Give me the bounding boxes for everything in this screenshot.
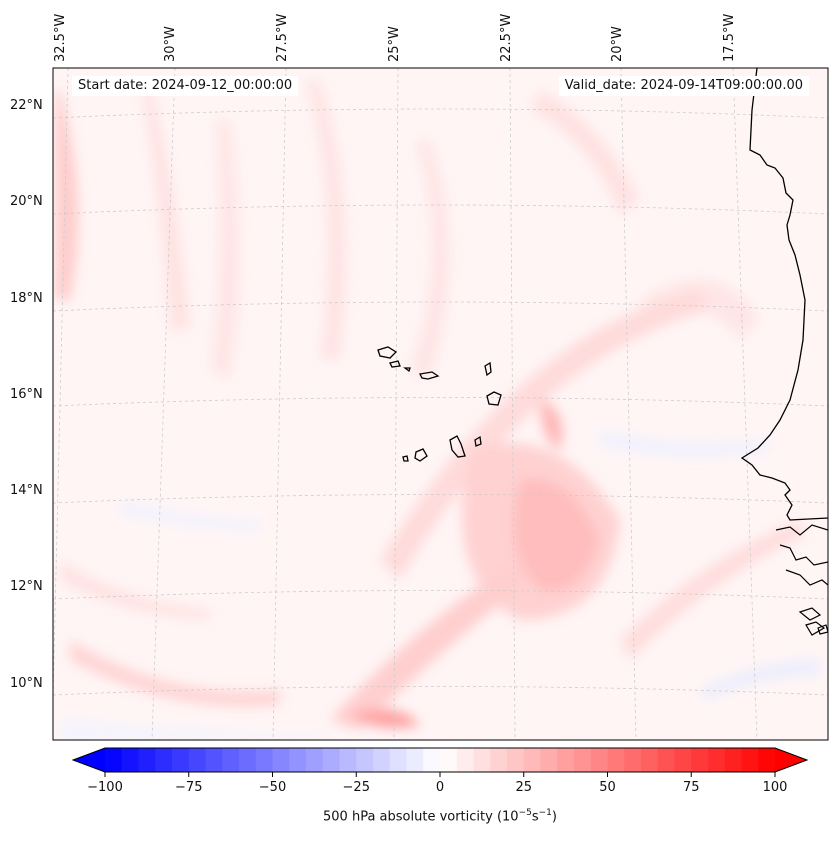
colorbar-tick-label: 50: [599, 780, 616, 795]
colorbar: [71, 747, 809, 777]
latitude-label: 12°N: [10, 579, 43, 594]
longitude-label: 22.5°W: [499, 13, 514, 62]
colorbar-segment: [507, 748, 525, 772]
colorbar-segment: [255, 748, 273, 772]
colorbar-segment: [557, 748, 575, 772]
colorbar-segment: [657, 748, 675, 772]
colorbar-segment: [423, 748, 441, 772]
colorbar-tick-label: 0: [435, 780, 445, 795]
colorbar-segment: [339, 748, 357, 772]
colorbar-tick-label: 25: [515, 780, 533, 795]
colorbar-segment: [624, 748, 642, 772]
colorbar-tick-label: −25: [342, 780, 370, 795]
colorbar-tick-label: −100: [87, 780, 123, 795]
colorbar-segment: [490, 748, 508, 772]
colorbar-label-exponent: −5: [518, 808, 532, 818]
colorbar-segment: [574, 748, 592, 772]
colorbar-segment: [540, 748, 558, 772]
island-sal: [484, 361, 492, 377]
colorbar-segment: [691, 748, 709, 772]
colorbar-segment: [523, 748, 541, 772]
colorbar-segment: [389, 748, 407, 772]
island-sao-nicolau: [419, 371, 440, 380]
colorbar-segment: [239, 748, 257, 772]
colorbar-segment: [188, 748, 206, 772]
colorbar-segment: [155, 748, 173, 772]
latitude-label: 16°N: [10, 387, 43, 402]
colorbar-tick-label: 75: [682, 780, 700, 795]
island-santa-luzia: [403, 367, 411, 373]
island-maio: [474, 435, 482, 447]
colorbar-segment: [322, 748, 340, 772]
map-frame: [52, 67, 829, 741]
colorbar-segment: [105, 748, 123, 772]
cape-verde-islands: [377, 346, 502, 462]
island-brava: [402, 455, 409, 462]
valid-date-label: Valid_date: 2024-09-14T09:00:00.00: [558, 76, 809, 96]
latitude-label: 22°N: [10, 98, 43, 113]
colorbar-segment: [607, 748, 625, 772]
latitude-label: 10°N: [10, 676, 43, 691]
colorbar-segment: [406, 748, 424, 772]
colorbar-min-extension: [73, 748, 105, 772]
colorbar-segment: [758, 748, 776, 772]
colorbar-segment: [138, 748, 156, 772]
colorbar-max-extension: [775, 748, 807, 772]
colorbar-segment: [473, 748, 491, 772]
colorbar-tick-label: −50: [258, 780, 287, 795]
island-santo-antao: [377, 346, 398, 359]
colorbar-segment: [306, 748, 324, 772]
island-sao-vicente: [389, 360, 401, 368]
colorbar-label-unit: s: [531, 809, 539, 825]
latitude-label: 20°N: [10, 194, 43, 209]
longitude-label: 32.5°W: [53, 13, 68, 62]
graticule: [53, 68, 828, 740]
colorbar-segment: [641, 748, 659, 772]
colorbar-segment: [724, 748, 742, 772]
latitude-label: 18°N: [10, 291, 43, 306]
colorbar-segment: [440, 748, 458, 772]
start-date-label: Start date: 2024-09-12_00:00:00: [72, 76, 299, 96]
colorbar-segment: [708, 748, 726, 772]
colorbar-segment: [205, 748, 223, 772]
colorbar-segment: [121, 748, 139, 772]
island-santiago: [449, 435, 466, 458]
colorbar-label-prefix: 500 hPa absolute vorticity (10: [323, 809, 519, 825]
colorbar-segment: [272, 748, 290, 772]
colorbar-segment: [741, 748, 759, 772]
island-fogo: [414, 448, 428, 462]
latitude-label: 14°N: [10, 483, 43, 498]
longitude-label: 20°W: [610, 26, 625, 62]
longitude-label: 17.5°W: [722, 13, 737, 62]
longitude-label: 25°W: [387, 26, 402, 62]
colorbar-segment: [222, 748, 240, 772]
colorbar-segment: [172, 748, 190, 772]
colorbar-segment: [373, 748, 391, 772]
colorbar-tick-marks: [104, 772, 776, 777]
colorbar-segments: [105, 748, 776, 772]
island-boa-vista: [486, 391, 502, 406]
guinea-coastline: [775, 524, 828, 636]
vorticity-field: [55, 80, 820, 740]
colorbar-label-exponent: −1: [538, 808, 552, 818]
longitude-label: 30°W: [163, 26, 178, 62]
colorbar-tick-label: −75: [175, 780, 203, 795]
colorbar-label-suffix: ): [551, 809, 557, 825]
colorbar-segment: [289, 748, 307, 772]
longitude-label: 27.5°W: [275, 13, 290, 62]
africa-coastline: [740, 68, 828, 521]
colorbar-segment: [456, 748, 474, 772]
colorbar-label: 500 hPa absolute vorticity (10−5s−1): [323, 808, 557, 824]
colorbar-segment: [674, 748, 692, 772]
colorbar-tick-label: 100: [762, 780, 788, 795]
colorbar-segment: [590, 748, 608, 772]
colorbar-segment: [356, 748, 374, 772]
